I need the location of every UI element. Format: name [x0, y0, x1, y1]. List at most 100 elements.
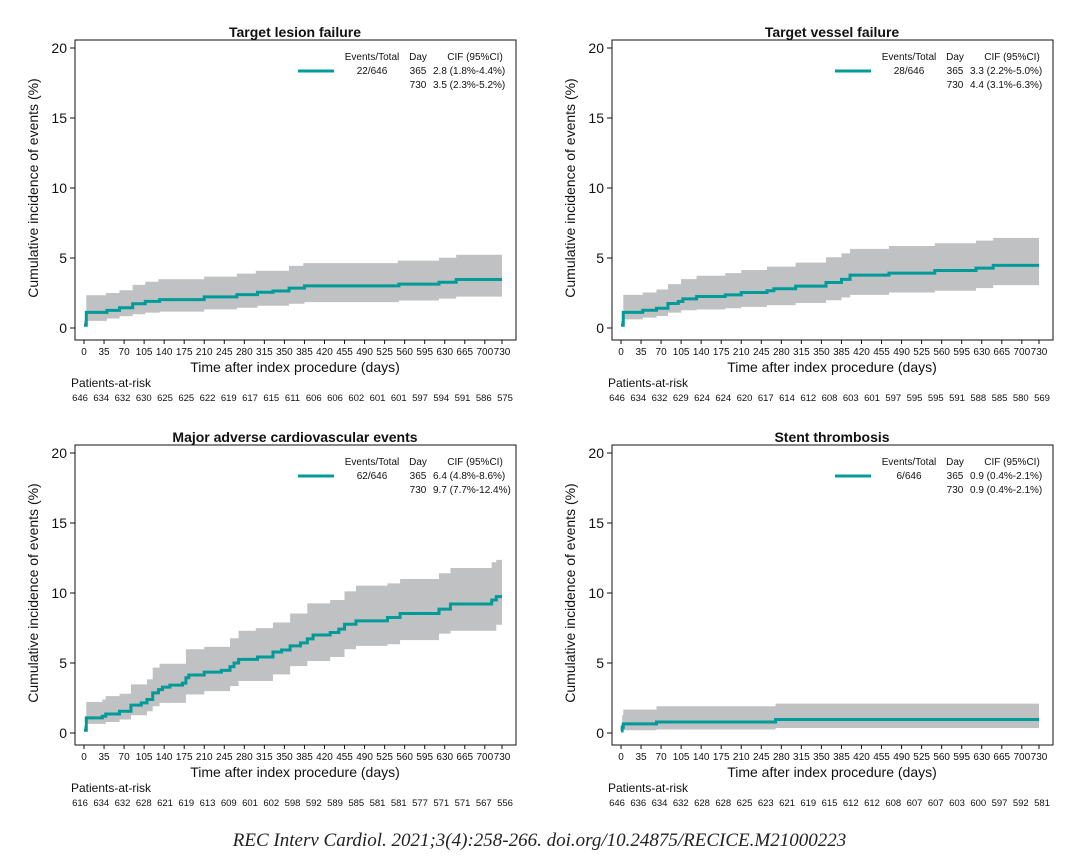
x-tick-label: 0: [81, 752, 87, 763]
y-tick-label: 10: [588, 180, 604, 196]
legend-header: Events/Total: [882, 52, 936, 63]
chart-title: Target vessel failure: [765, 24, 900, 40]
legend-events-total: 62/646: [357, 471, 388, 482]
x-tick-label: 35: [98, 752, 110, 763]
x-tick-label: 105: [673, 752, 690, 763]
x-tick-label: 455: [336, 347, 353, 358]
x-tick-label: 0: [81, 347, 87, 358]
at-risk-value: 595: [907, 393, 923, 404]
legend-cif: 0.9 (0.4%-2.1%): [970, 471, 1042, 482]
x-tick-label: 490: [356, 752, 373, 763]
at-risk-value: 597: [885, 393, 901, 404]
x-tick-label: 385: [833, 752, 850, 763]
legend-day: 730: [410, 80, 427, 91]
at-risk-value: 592: [1013, 798, 1029, 809]
y-axis-label: Cumulative incidence of events (%): [562, 78, 578, 297]
x-tick-label: 420: [853, 347, 870, 358]
at-risk-value: 571: [433, 798, 449, 809]
at-risk-value: 622: [200, 393, 216, 404]
cif-curve: [620, 718, 1039, 733]
at-risk-label: Patients-at-risk: [608, 781, 689, 795]
at-risk-value: 571: [455, 798, 471, 809]
x-tick-label: 105: [136, 347, 153, 358]
x-tick-label: 665: [993, 347, 1010, 358]
y-tick-label: 10: [588, 585, 604, 601]
plot-frame: [74, 39, 517, 341]
at-risk-value: 606: [327, 393, 343, 404]
at-risk-value: 612: [843, 798, 859, 809]
x-tick-label: 210: [196, 752, 213, 763]
legend-cif: 6.4 (4.8%-8.6%): [433, 471, 505, 482]
legend-header: CIF (95%CI): [984, 457, 1040, 468]
legend-day: 365: [410, 66, 427, 77]
at-risk-value: 577: [412, 798, 428, 809]
at-risk-value: 623: [758, 798, 774, 809]
legend-header: Day: [946, 457, 964, 468]
x-tick-label: 245: [753, 347, 770, 358]
x-tick-label: 560: [396, 347, 413, 358]
x-tick-label: 105: [673, 347, 690, 358]
at-risk-value: 625: [157, 393, 173, 404]
at-risk-value: 625: [737, 798, 753, 809]
x-tick-label: 175: [176, 752, 193, 763]
at-risk-value: 602: [263, 798, 279, 809]
y-tick-label: 0: [59, 320, 67, 336]
at-risk-value: 589: [327, 798, 343, 809]
at-risk-value: 581: [391, 798, 407, 809]
x-axis-label: Time after index procedure (days): [190, 359, 400, 375]
legend-events-total: 6/646: [896, 471, 921, 482]
x-tick-label: 245: [216, 347, 233, 358]
x-tick-label: 70: [656, 752, 668, 763]
x-tick-label: 490: [893, 752, 910, 763]
legend-header: CIF (95%CI): [447, 52, 503, 63]
at-risk-value: 598: [285, 798, 301, 809]
x-tick-label: 350: [276, 752, 293, 763]
x-tick-label: 350: [276, 347, 293, 358]
x-tick-label: 490: [893, 347, 910, 358]
x-tick-label: 560: [933, 347, 950, 358]
legend-day: 365: [947, 471, 964, 482]
x-tick-label: 665: [456, 347, 473, 358]
x-tick-label: 35: [635, 347, 647, 358]
chart-title: Stent thrombosis: [774, 429, 889, 445]
x-tick-label: 525: [376, 752, 393, 763]
at-risk-value: 625: [178, 393, 194, 404]
chart-title: Major adverse cardiovascular events: [172, 429, 417, 445]
x-tick-label: 315: [256, 347, 273, 358]
at-risk-value: 628: [136, 798, 152, 809]
x-tick-label: 525: [376, 347, 393, 358]
at-risk-value: 629: [673, 393, 689, 404]
x-tick-label: 665: [456, 752, 473, 763]
at-risk-value: 607: [907, 798, 923, 809]
at-risk-value: 585: [348, 798, 364, 809]
x-tick-label: 350: [813, 347, 830, 358]
y-tick-label: 0: [59, 725, 67, 741]
chart-panel: 0 5 10 15 20 0 35 70 105 140 175 210 245 280 315 350 385…: [562, 429, 1054, 809]
at-risk-value: 597: [412, 393, 428, 404]
x-tick-label: 0: [618, 752, 624, 763]
y-tick-label: 0: [596, 725, 604, 741]
at-risk-value: 632: [115, 798, 131, 809]
at-risk-value: 615: [263, 393, 279, 404]
legend-cif: 2.8 (1.8%-4.4%): [433, 66, 505, 77]
x-tick-label: 245: [753, 752, 770, 763]
x-tick-label: 455: [336, 752, 353, 763]
at-risk-value: 628: [694, 798, 710, 809]
x-tick-label: 245: [216, 752, 233, 763]
at-risk-value: 646: [72, 393, 88, 404]
x-tick-label: 595: [953, 752, 970, 763]
at-risk-value: 619: [800, 798, 816, 809]
legend-header: Day: [409, 52, 427, 63]
x-tick-label: 315: [793, 347, 810, 358]
at-risk-value: 597: [992, 798, 1008, 809]
legend-header: Day: [946, 52, 964, 63]
legend-header: Day: [409, 457, 427, 468]
legend-day: 365: [410, 471, 427, 482]
y-tick-label: 15: [588, 515, 604, 531]
legend-header: CIF (95%CI): [984, 52, 1040, 63]
legend-cif: 3.3 (2.2%-5.0%): [970, 66, 1042, 77]
y-tick-label: 0: [596, 320, 604, 336]
x-tick-label: 385: [833, 347, 850, 358]
at-risk-label: Patients-at-risk: [608, 376, 689, 390]
x-tick-label: 700: [1013, 347, 1030, 358]
